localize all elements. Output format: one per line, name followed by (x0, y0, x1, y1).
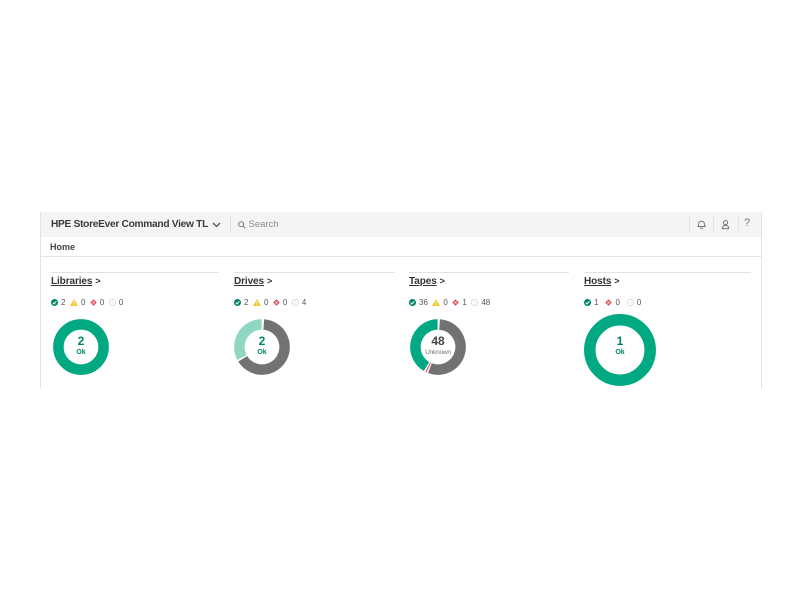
svg-text:?: ? (294, 300, 296, 304)
svg-text:?: ? (111, 300, 113, 304)
svg-text:?: ? (474, 300, 476, 304)
svg-text:?: ? (629, 300, 631, 304)
